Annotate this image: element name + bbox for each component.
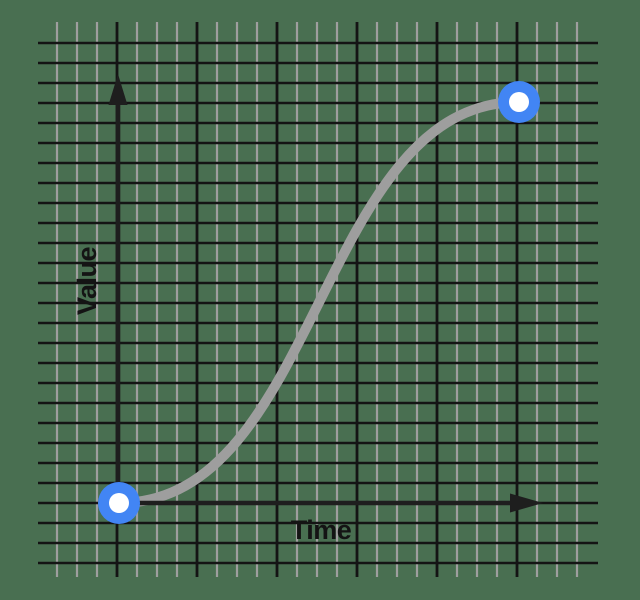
arrow-right-icon bbox=[510, 493, 543, 513]
start-point-center-dot bbox=[109, 493, 129, 513]
curve-handles bbox=[98, 81, 540, 524]
end-point-center-dot bbox=[509, 92, 529, 112]
x-axis bbox=[118, 493, 543, 513]
y-axis-label: Value bbox=[72, 246, 102, 315]
start-point-handle[interactable] bbox=[98, 482, 140, 524]
x-axis-label: Time bbox=[291, 515, 352, 545]
arrow-up-icon bbox=[108, 74, 128, 105]
easing-curve-line bbox=[114, 97, 524, 508]
y-axis bbox=[108, 74, 128, 503]
end-point-handle[interactable] bbox=[498, 81, 540, 123]
